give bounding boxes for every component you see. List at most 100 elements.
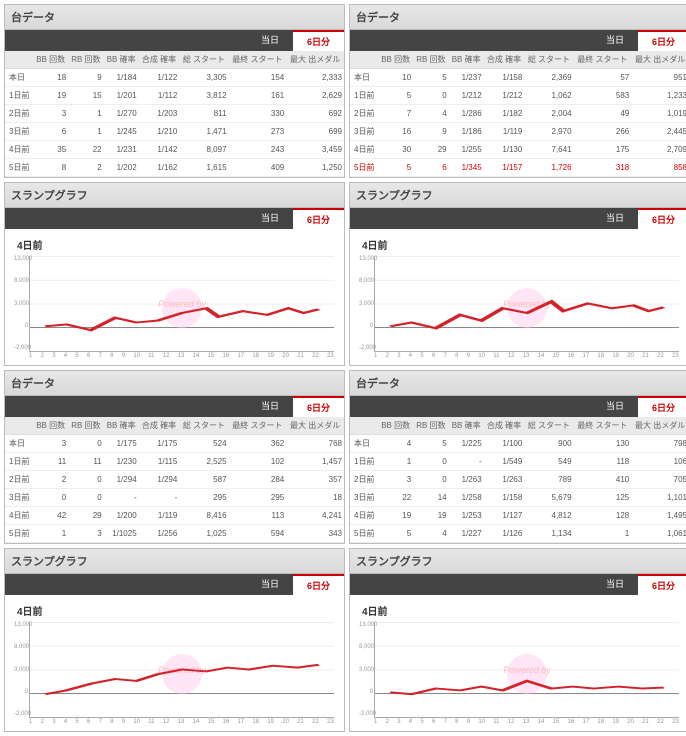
panel-header: 台データ [350,5,686,30]
cell: 1,134 [524,525,573,543]
chart: Powered by13,0008,0003,0000-2,000 [374,622,679,718]
col-header [350,51,378,69]
x-label: 4 [409,719,412,725]
x-label: 7 [99,719,102,725]
cell: 357 [286,471,344,489]
table-row: 2日前741/2861/1822,004491,019 [350,105,686,123]
x-label: 5 [420,353,423,359]
data-panel: 台データ当日6日分BB 回数RB 回数BB 確率合成 確率総 スタート最終 スタ… [349,370,686,544]
x-label: 4 [409,353,412,359]
cell: 1 [378,453,413,471]
cell: 2 [68,159,103,177]
cell: 266 [574,123,632,141]
tab-current[interactable]: 当日 [247,396,293,417]
tab-six-days[interactable]: 6日分 [293,30,344,51]
x-label: 9 [467,719,470,725]
cell: 243 [229,141,287,159]
x-label: 19 [612,353,619,359]
tab-six-days[interactable]: 6日分 [638,30,686,51]
tab-six-days[interactable]: 6日分 [293,396,344,417]
cell: 49 [574,105,632,123]
cell: 1日前 [350,453,378,471]
cell: 1,250 [286,159,344,177]
cell: 2日前 [350,471,378,489]
col-header: 最終 スタート [574,417,632,435]
col-header: 最大 出メダル [286,417,344,435]
x-label: 17 [582,719,589,725]
x-label: 22 [312,353,319,359]
tab-current[interactable]: 当日 [247,574,293,595]
cell: 951 [631,69,686,87]
cell: 4 [378,435,413,453]
cell: 1/184 [104,69,139,87]
y-label: 3,000 [359,667,373,673]
x-label: 14 [538,353,545,359]
x-label: 7 [99,353,102,359]
cell: 1,495 [631,507,686,525]
cell: 128 [574,507,632,525]
x-label: 10 [478,353,485,359]
x-label: 21 [642,353,649,359]
x-label: 10 [133,719,140,725]
cell: 18 [286,489,344,507]
cell: 3 [68,525,103,543]
x-label: 3 [52,719,55,725]
tab-current[interactable]: 当日 [592,30,638,51]
x-label: 19 [267,353,274,359]
tab-current[interactable]: 当日 [592,396,638,417]
tab-six-days[interactable]: 6日分 [293,208,344,229]
cell: 1 [68,105,103,123]
tab-six-days[interactable]: 6日分 [638,208,686,229]
tab-six-days[interactable]: 6日分 [638,574,686,595]
cell: 1/230 [104,453,139,471]
tab-current[interactable]: 当日 [592,574,638,595]
cell: 362 [229,435,287,453]
data-panel: 台データ当日6日分BB 回数RB 回数BB 確率合成 確率総 スタート最終 スタ… [349,4,686,178]
col-header: BB 回数 [33,51,68,69]
cell: 583 [574,87,632,105]
tab-six-days[interactable]: 6日分 [638,396,686,417]
cell: 1,019 [631,105,686,123]
x-label: 11 [493,353,499,359]
x-label: 16 [223,719,230,725]
cell: 1/175 [139,435,180,453]
cell: 1/119 [139,507,180,525]
tab-six-days[interactable]: 6日分 [293,574,344,595]
cell: 2,369 [524,69,573,87]
cell: 811 [179,105,228,123]
y-label: -2,000 [359,345,373,351]
table-row: 4日前42291/2001/1198,4161134,241 [5,507,344,525]
cell: 2日前 [350,105,378,123]
cell: 175 [574,141,632,159]
x-label: 20 [627,353,634,359]
tab-current[interactable]: 当日 [247,208,293,229]
cell: 0 [68,435,103,453]
table-row: 本日451/2251/100900130798 [350,435,686,453]
cell: 1/263 [449,471,484,489]
cell: 1/119 [484,123,525,141]
cell: 8,416 [179,507,228,525]
cell: 0 [413,453,448,471]
cell: 11 [33,453,68,471]
y-label: 3,000 [14,667,28,673]
col-header: 合成 確率 [484,417,525,435]
x-label: 1 [29,719,32,725]
cell: 1/225 [449,435,484,453]
cell: 5 [378,87,413,105]
col-header: 最終 スタート [574,51,632,69]
tab-current[interactable]: 当日 [592,208,638,229]
cell: 22 [68,141,103,159]
x-label: 21 [642,719,649,725]
x-label: 13 [523,353,530,359]
cell: 1,025 [179,525,228,543]
cell: - [139,489,180,507]
cell: 587 [179,471,228,489]
cell: 8 [33,159,68,177]
cell: 1/115 [139,453,180,471]
cell: 113 [229,507,287,525]
x-label: 5 [75,353,78,359]
tab-current[interactable]: 当日 [247,30,293,51]
cell: 1,457 [286,453,344,471]
x-label: 12 [163,353,170,359]
x-label: 3 [397,353,400,359]
